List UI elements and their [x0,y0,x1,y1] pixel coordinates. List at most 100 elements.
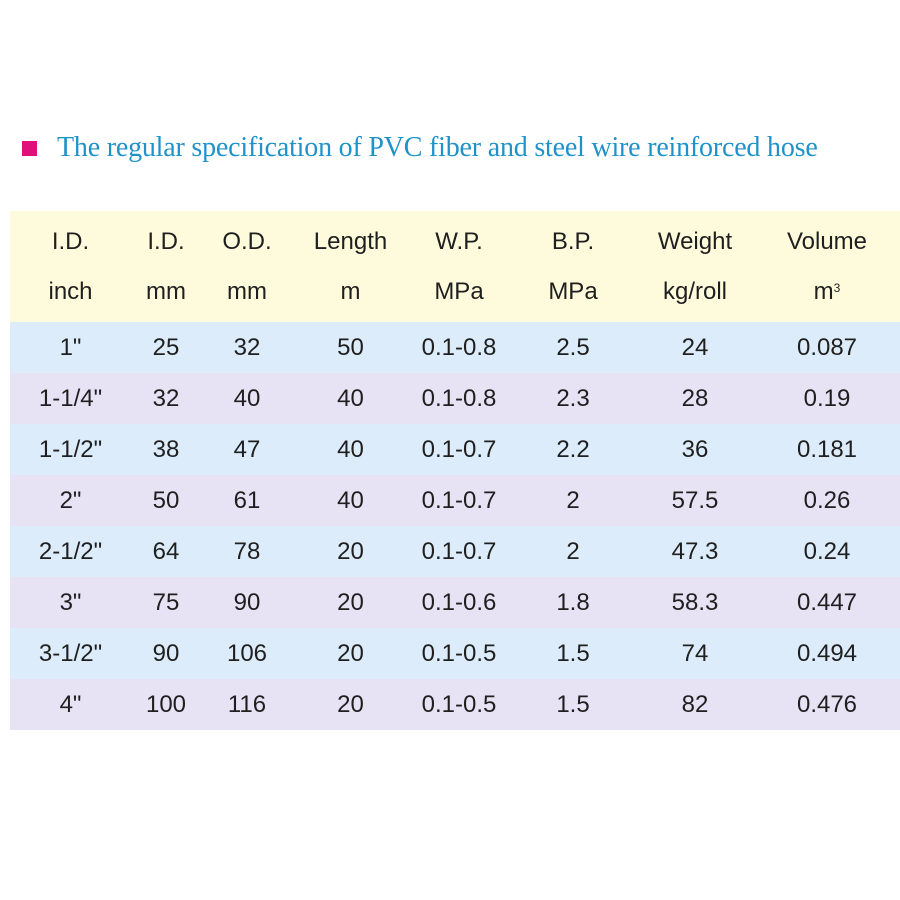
table-cell: 100 [145,690,187,718]
header-label: Length [313,227,388,255]
table-cell: 0.1-0.7 [421,435,497,463]
table-cell: 90 [233,588,261,616]
header-label: I.D. [51,227,90,255]
table-cell: 50 [337,333,364,361]
table-cell: 2 [566,486,580,514]
header-label: Volume [786,227,868,255]
table-cell: 25 [152,333,180,361]
table-cell: 64 [152,537,180,565]
table-cell: 1.5 [556,639,590,667]
header-unit: mm [227,277,267,305]
table-cell: 2.5 [556,333,590,361]
header-unit: inch [48,277,93,305]
table-cell: 1-1/4" [38,384,103,412]
table-cell: 90 [152,639,180,667]
table-cell: 40 [233,384,261,412]
table-cell: 2.3 [556,384,590,412]
table-cell: 0.447 [796,588,858,616]
header-unit: kg/roll [662,277,728,305]
table-cell: 0.26 [803,486,851,514]
table-cell: 40 [337,384,364,412]
header-unit: MPa [434,277,484,305]
table-row: 4" 100 116 20 0.1-0.5 1.5 82 0.476 [10,679,900,730]
header-label: Weight [657,227,733,255]
header-unit: m3 [813,277,841,305]
table-cell: 0.1-0.8 [421,333,497,361]
table-cell: 0.494 [796,639,858,667]
table-header-row: I.D. inch I.D. mm O.D. mm Length m W.P. MPa B.P. MP… [10,211,900,322]
table-cell: 106 [226,639,268,667]
table-cell: 74 [681,639,709,667]
table-cell: 47 [233,435,261,463]
table-cell: 2.2 [556,435,590,463]
table-body: 1" 25 32 50 0.1-0.8 2.5 24 0.087 1-1/4" 32 40 40 0.1… [10,322,900,730]
header-cell: B.P. MPa [510,211,636,322]
table-row: 3-1/2" 90 106 20 0.1-0.5 1.5 74 0.494 [10,628,900,679]
table-cell: 0.087 [796,333,858,361]
table-cell: 32 [152,384,180,412]
table-cell: 4" [59,690,82,718]
header-label: O.D. [222,227,272,255]
header-label: W.P. [435,227,483,255]
table-cell: 58.3 [671,588,719,616]
table-cell: 57.5 [671,486,719,514]
table-cell: 61 [233,486,261,514]
table-cell: 36 [681,435,709,463]
table-cell: 40 [337,435,364,463]
table-cell: 20 [337,588,364,616]
page-title: The regular specification of PVC fiber a… [57,132,818,163]
header-cell: Volume m3 [754,211,900,322]
table-cell: 1-1/2" [38,435,103,463]
table-row: 2" 50 61 40 0.1-0.7 2 57.5 0.26 [10,475,900,526]
table-cell: 50 [152,486,180,514]
table-cell: 32 [233,333,261,361]
header-label: I.D. [147,227,185,255]
table-cell: 2" [59,486,82,514]
header-unit: MPa [548,277,598,305]
table-cell: 20 [337,537,364,565]
table-row: 1" 25 32 50 0.1-0.8 2.5 24 0.087 [10,322,900,373]
table-cell: 0.181 [796,435,858,463]
header-unit: m [340,277,361,305]
table-cell: 0.1-0.7 [421,486,497,514]
table-cell: 0.476 [796,690,858,718]
table-cell: 0.1-0.5 [421,690,497,718]
table-cell: 28 [681,384,709,412]
table-cell: 47.3 [671,537,719,565]
table-cell: 2-1/2" [38,537,103,565]
header-cell: O.D. mm [201,211,293,322]
header-cell: Weight kg/roll [636,211,754,322]
header-cell: W.P. MPa [408,211,510,322]
table-cell: 0.1-0.5 [421,639,497,667]
header-cell: I.D. inch [10,211,131,322]
table-cell: 78 [233,537,261,565]
table-cell: 38 [152,435,180,463]
spec-table: I.D. inch I.D. mm O.D. mm Length m W.P. MPa B.P. MP… [10,211,900,730]
table-cell: 3-1/2" [38,639,103,667]
unit-superscript: 3 [833,280,841,295]
table-cell: 0.24 [803,537,851,565]
header-unit: mm [146,277,186,305]
table-cell: 0.1-0.6 [421,588,497,616]
table-cell: 20 [337,639,364,667]
table-cell: 0.1-0.8 [421,384,497,412]
title-row: The regular specification of PVC fiber a… [22,132,818,164]
table-cell: 2 [566,537,580,565]
table-cell: 1.8 [556,588,590,616]
table-row: 3" 75 90 20 0.1-0.6 1.8 58.3 0.447 [10,577,900,628]
header-label: B.P. [551,227,595,255]
header-cell: Length m [293,211,408,322]
square-bullet-icon [22,140,37,156]
table-row: 1-1/4" 32 40 40 0.1-0.8 2.3 28 0.19 [10,373,900,424]
table-cell: 20 [337,690,364,718]
table-cell: 0.1-0.7 [421,537,497,565]
table-cell: 24 [681,333,709,361]
table-cell: 82 [681,690,709,718]
table-cell: 3" [59,588,82,616]
table-cell: 75 [152,588,180,616]
table-cell: 40 [337,486,364,514]
table-cell: 0.19 [803,384,851,412]
table-cell: 116 [227,690,267,718]
table-cell: 1.5 [556,690,590,718]
table-row: 1-1/2" 38 47 40 0.1-0.7 2.2 36 0.181 [10,424,900,475]
